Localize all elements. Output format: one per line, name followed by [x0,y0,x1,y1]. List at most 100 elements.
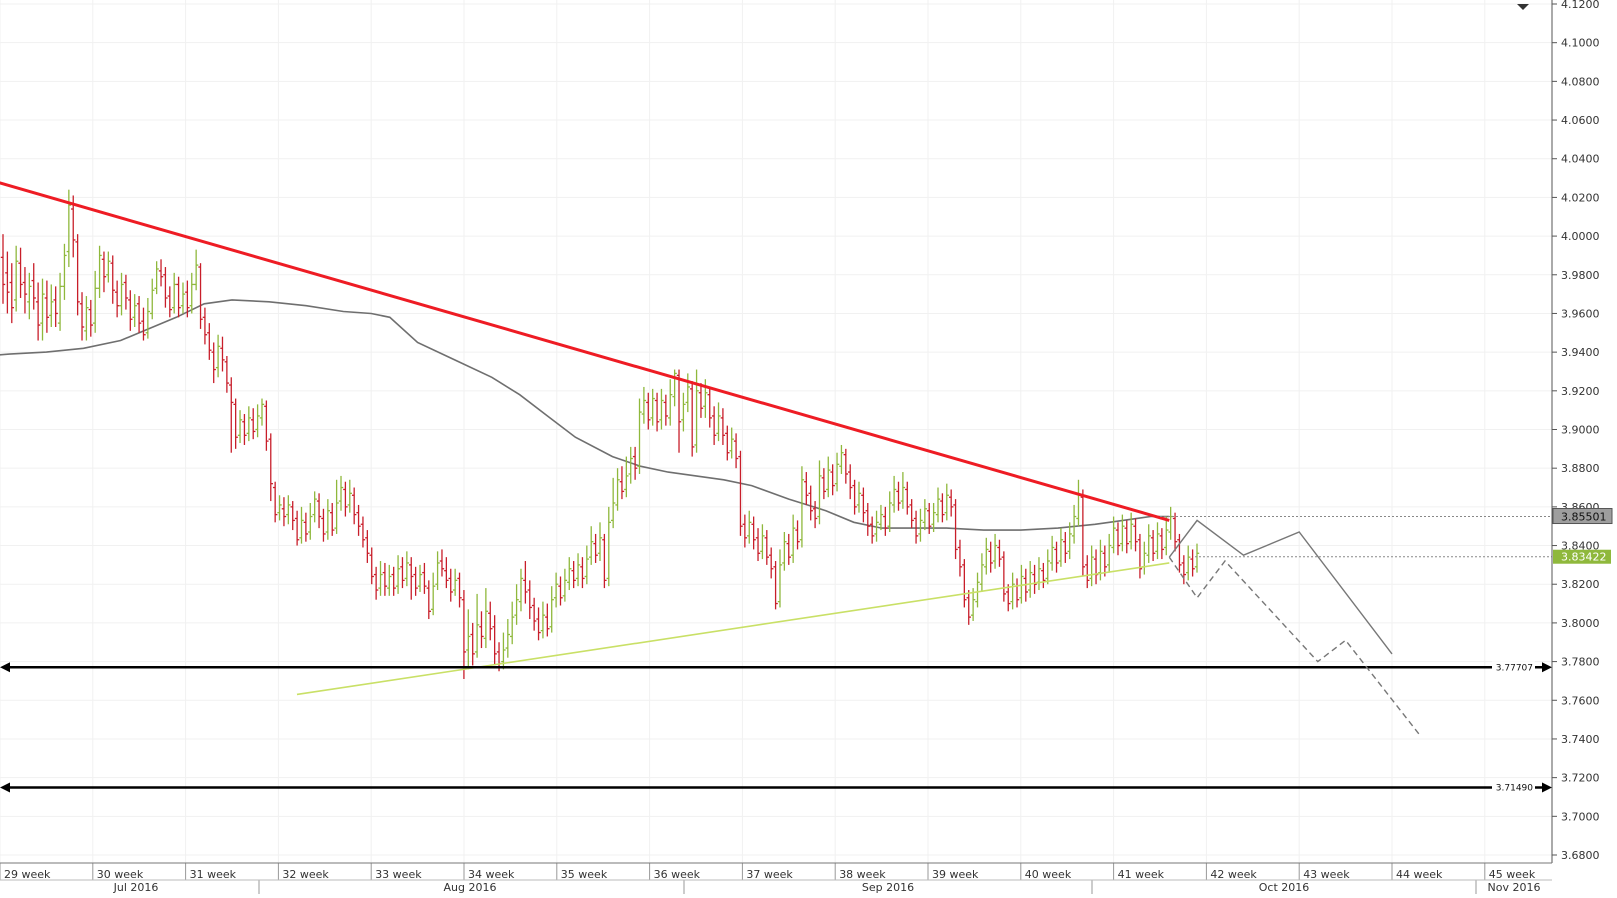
candle [308,502,313,540]
candle [962,559,967,608]
candle [984,537,989,575]
y-tick-label: 4.0800 [1561,75,1600,88]
candle [531,597,537,631]
candle [602,533,607,589]
y-tick-label: 3.9400 [1561,346,1600,359]
candle [764,530,770,565]
candle [1111,516,1116,554]
candle [747,510,752,544]
week-label: 35 week [561,868,608,881]
candle [900,472,906,509]
candle [22,267,28,314]
candle [246,406,252,442]
candle [812,501,818,529]
candle [466,609,471,670]
level-1-label: 3.77707 [1496,663,1533,673]
candle [53,286,58,327]
candle [536,607,541,641]
candle [848,464,853,500]
candle [597,522,603,562]
candle [44,280,50,333]
candle [1027,561,1033,598]
candle [865,502,870,536]
candle [905,481,910,515]
candle [606,506,611,587]
candle [286,495,291,525]
candle [483,588,489,649]
candle [79,292,85,341]
candle [185,280,190,318]
candle [382,562,388,596]
y-tick-label: 3.7200 [1561,772,1600,785]
candle [479,611,484,649]
candle [944,483,949,521]
candle [773,561,778,610]
candle [387,564,392,596]
candle [312,491,317,523]
candle [979,553,985,592]
candle [1137,533,1143,579]
month-label: Nov 2016 [1488,881,1541,894]
candle [9,263,14,324]
candle [1054,541,1059,573]
candle [654,392,660,432]
candle [27,272,32,320]
candle [5,251,10,314]
y-tick-label: 3.8400 [1561,540,1600,553]
candle [567,557,572,591]
candle [299,506,304,544]
candle [975,572,980,608]
y-tick-label: 4.0400 [1561,153,1600,166]
candle [970,588,976,621]
candle [457,572,462,608]
candle [1115,522,1121,556]
y-tick-label: 3.9600 [1561,307,1600,320]
y-tick-label: 3.9000 [1561,424,1600,437]
candle [470,622,475,666]
candle [281,497,287,527]
candle [957,539,963,577]
candle [180,282,186,314]
ma-value-text: 3.85501 [1561,511,1607,524]
candle [1063,532,1068,563]
y-tick-label: 3.9800 [1561,269,1600,282]
candle [92,270,98,333]
candle [1128,512,1134,550]
candle [474,593,480,658]
candle [584,545,590,585]
candle [817,460,822,525]
candle [637,398,642,474]
candle [518,568,524,612]
support-trendline [296,562,1170,696]
candle [343,481,348,517]
candles-layer [0,189,1200,679]
candle [874,510,879,542]
candle [0,234,6,304]
candle [940,493,945,523]
candle [1071,504,1077,544]
candle [1124,520,1129,554]
candle [619,466,625,500]
y-tick-label: 3.8200 [1561,578,1600,591]
candle [571,561,576,589]
candle [452,568,458,596]
week-label: 45 week [1489,868,1536,881]
candle [31,263,36,310]
candle [659,388,664,430]
candle [777,549,783,608]
candle [650,388,655,426]
candle [510,601,515,645]
candle [189,272,194,314]
y-tick-label: 3.9200 [1561,385,1600,398]
moving-average-layer [0,299,1170,531]
candle [154,261,159,295]
level-label-bg [1492,781,1535,794]
collapse-arrow-icon[interactable] [1517,4,1529,10]
y-tick-label: 3.8800 [1561,462,1600,475]
candle [887,491,892,533]
candle [909,499,914,529]
candle [826,456,831,498]
candle [277,495,282,521]
candle [992,533,998,569]
candle [40,278,45,341]
